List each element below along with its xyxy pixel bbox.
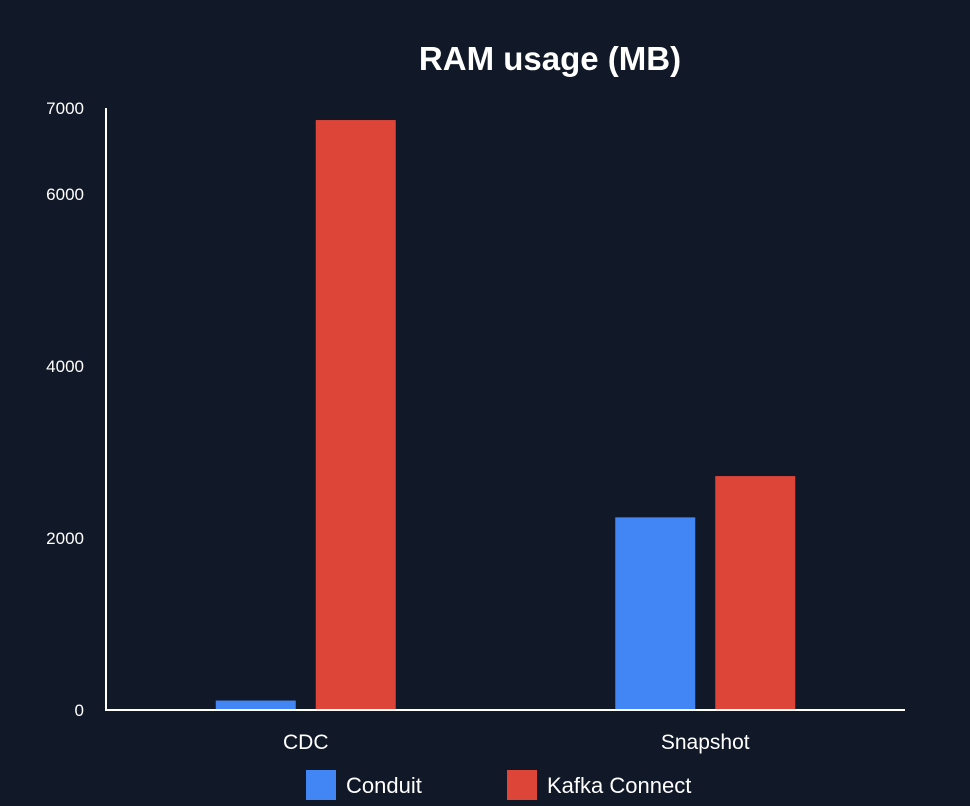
- chart-title: RAM usage (MB): [419, 40, 681, 77]
- y-tick-label: 6000: [46, 185, 84, 204]
- y-tick-label: 7000: [46, 99, 84, 118]
- x-axis-labels: CDC Snapshot: [283, 731, 750, 754]
- bars: [215, 120, 796, 711]
- x-category-label: Snapshot: [661, 731, 750, 754]
- y-axis-ticks: 0 2000 4000 6000 7000: [46, 99, 84, 720]
- bar-conduit-snapshot: [615, 517, 696, 710]
- legend-swatch: [306, 770, 336, 800]
- y-tick-label: 4000: [46, 357, 84, 376]
- legend: Conduit Kafka Connect: [306, 770, 691, 800]
- x-category-label: CDC: [283, 731, 329, 754]
- legend-label: Kafka Connect: [547, 773, 691, 798]
- bar-kafka-connect-snapshot: [715, 476, 796, 710]
- y-tick-label: 2000: [46, 529, 84, 548]
- y-tick-label: 0: [75, 701, 84, 720]
- legend-label: Conduit: [346, 773, 422, 798]
- bar-kafka-connect-cdc: [315, 120, 396, 711]
- legend-swatch: [507, 770, 537, 800]
- bar-conduit-cdc: [215, 700, 296, 710]
